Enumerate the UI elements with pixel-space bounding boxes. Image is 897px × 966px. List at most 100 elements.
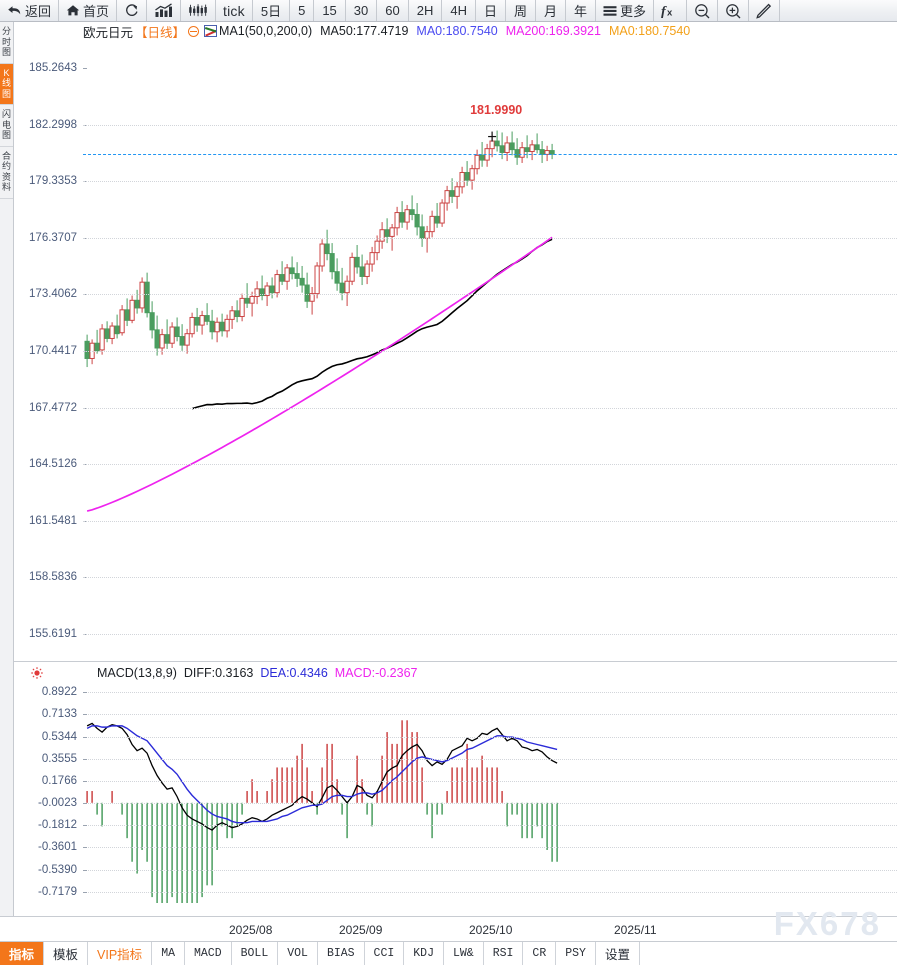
back-arrow-icon: [7, 4, 22, 17]
symbol-name: 欧元日元: [83, 25, 134, 40]
period-week-button[interactable]: 周: [506, 0, 536, 21]
more-button[interactable]: 更多: [596, 0, 655, 21]
ma-indicator-icon[interactable]: [204, 25, 218, 37]
period-30-button[interactable]: 30: [346, 0, 378, 21]
period-15-button[interactable]: 15: [314, 0, 346, 21]
macd-axis-tick-label: -0.0023: [37, 797, 77, 810]
macd-y-axis: 0.8922 0.7133 0.5344 0.3555 0.1766 -0.0023 -0.…: [14, 663, 83, 903]
tab-templates[interactable]: 模板: [44, 942, 89, 965]
sidebar-item-kline[interactable]: K线图: [0, 63, 13, 105]
date-axis-tick-label: 2025/09: [339, 923, 383, 937]
period-60-button[interactable]: 60: [377, 0, 409, 21]
price-chart-pane[interactable]: 欧元日元 【日线】 MA1(50,0,200,0) MA50:177.4719 …: [14, 22, 897, 662]
refresh-icon: [124, 3, 139, 18]
period-2h-button[interactable]: 2H: [409, 0, 443, 21]
macd-axis-tick: [83, 891, 87, 893]
tab-psy[interactable]: PSY: [556, 942, 596, 965]
tab-boll[interactable]: BOLL: [232, 942, 279, 965]
period-year-button-label: 年: [574, 4, 588, 19]
top-toolbar: 返回 首页 tick 5日 5 15 30 60 2H 4H 日 周 月 年 更多 f x: [0, 0, 897, 22]
period-5-button[interactable]: 5: [290, 0, 315, 21]
refresh-button[interactable]: [117, 0, 148, 21]
bar-chart-button[interactable]: [147, 0, 182, 21]
minus-circle-icon[interactable]: [188, 25, 200, 37]
tab-macd[interactable]: MACD: [185, 942, 232, 965]
tab-cr[interactable]: CR: [523, 942, 557, 965]
sidebar-item-lightning[interactable]: 闪电图: [0, 105, 13, 147]
candlestick-button[interactable]: [181, 0, 217, 21]
price-axis-tick-label: 164.5126: [29, 458, 77, 471]
price-axis-tick: [83, 68, 87, 70]
zoom-out-button[interactable]: [687, 0, 719, 21]
tab-kdj[interactable]: KDJ: [404, 942, 444, 965]
period-month-button[interactable]: 月: [536, 0, 567, 21]
back-button-label: 返回: [25, 4, 52, 19]
macd-gridline: [83, 869, 897, 871]
high-price-marker: 181.9990: [470, 102, 523, 117]
macd-axis-tick-label: -0.5390: [37, 863, 77, 876]
macd-axis-tick: [83, 692, 87, 694]
current-price-level-line: [83, 154, 897, 156]
tab-indicators[interactable]: 指标: [0, 942, 45, 965]
period-year-button[interactable]: 年: [566, 0, 597, 21]
price-plot-area[interactable]: 181.9990: [83, 40, 897, 661]
price-axis-tick-label: 182.2998: [29, 118, 77, 131]
macd-gridline: [83, 714, 897, 716]
macd-dea-value: DEA:0.4346: [260, 666, 328, 680]
home-button[interactable]: 首页: [59, 0, 118, 21]
tick-button[interactable]: tick: [216, 0, 253, 21]
price-gridline: [83, 633, 897, 635]
macd-axis-tick: [83, 758, 87, 760]
tab-cci[interactable]: CCI: [365, 942, 405, 965]
macd-axis-tick-label: 0.1766: [41, 774, 77, 787]
macd-axis-tick-label: 0.8922: [41, 686, 77, 699]
price-gridline: [83, 181, 897, 183]
home-button-label: 首页: [83, 4, 110, 19]
period-30-button-label: 30: [353, 3, 369, 18]
tab-rsi[interactable]: RSI: [484, 942, 524, 965]
pencil-icon: [756, 3, 772, 19]
zoom-in-button[interactable]: [718, 0, 750, 21]
zoom-out-icon: [694, 3, 710, 19]
macd-pane[interactable]: MACD(13,8,9) DIFF:0.3163 DEA:0.4346 MACD…: [14, 663, 897, 916]
ma0-value-a: MA0:180.7540: [416, 24, 498, 38]
tab-ma[interactable]: MA: [152, 942, 185, 965]
price-axis-tick-label: 173.4062: [29, 288, 77, 301]
price-axis-tick-label: 185.2643: [29, 62, 77, 75]
sidebar-item-contract-info[interactable]: 合约资料: [0, 147, 13, 199]
macd-gridline: [83, 692, 897, 694]
tab-vip-indicators[interactable]: VIP指标: [88, 942, 153, 965]
price-gridline: [83, 237, 897, 239]
period-day-button[interactable]: 日: [476, 0, 506, 21]
date-axis: 2025/08 2025/09 2025/10 2025/11: [14, 916, 897, 942]
macd-axis-tick-label: 0.5344: [41, 730, 77, 743]
sun-settings-icon[interactable]: [31, 667, 43, 679]
five-day-button-label: 5日: [260, 4, 282, 19]
price-axis-tick-label: 158.5836: [29, 571, 77, 584]
date-axis-tick-label: 2025/11: [614, 923, 657, 937]
hamburger-icon: [603, 5, 617, 17]
price-axis-tick-label: 179.3353: [29, 175, 77, 188]
price-axis-tick-label: 170.4417: [29, 345, 77, 357]
period-4h-button[interactable]: 4H: [442, 0, 476, 21]
five-day-button[interactable]: 5日: [253, 0, 291, 21]
tab-settings[interactable]: 设置: [596, 942, 640, 965]
period-60-button-label: 60: [385, 3, 400, 18]
back-button[interactable]: 返回: [0, 0, 60, 21]
candlestick-icon: [188, 3, 208, 18]
macd-plot-area[interactable]: [83, 681, 897, 916]
draw-button[interactable]: [749, 0, 781, 21]
ma200-value: MA200:169.3921: [505, 24, 601, 38]
bar-chart-icon: [154, 3, 173, 18]
macd-axis-tick-label: -0.1812: [37, 819, 77, 832]
tab-vol[interactable]: VOL: [278, 942, 318, 965]
tab-bias[interactable]: BIAS: [318, 942, 365, 965]
macd-gridline: [83, 891, 897, 893]
tab-lw[interactable]: LW&: [444, 942, 484, 965]
candlestick-series: [84, 130, 555, 512]
sidebar-item-timeshare[interactable]: 分时图: [0, 22, 13, 64]
ma50-value: MA50:177.4719: [320, 24, 409, 38]
macd-axis-tick: [83, 780, 87, 782]
